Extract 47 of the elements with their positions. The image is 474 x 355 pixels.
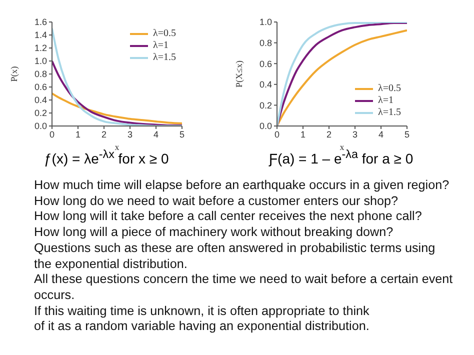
y-tick-label: 0.0: [259, 121, 272, 132]
x-tick-label: 1: [75, 129, 81, 140]
y-tick-label: 0.2: [34, 108, 47, 118]
x-tick-label: 2: [326, 129, 332, 140]
x-tick-label: 3: [352, 129, 358, 140]
legend-label: λ=1.5: [153, 52, 176, 64]
text: How long do we need to wait before a customer enters our shop?: [34, 194, 400, 210]
x-tick-label: 0: [274, 129, 280, 140]
y-tick-label: 1.6: [34, 17, 47, 28]
y-tick-label: 0.6: [259, 58, 272, 69]
text: of it as a random variable having an exponential distribution.: [34, 319, 370, 336]
text: How much time will elapse before an earthquake occurs in a given region?: [34, 178, 450, 194]
x-tick-label: 4: [378, 129, 384, 140]
x-tick-label: 3: [127, 129, 133, 140]
y-axis-title: P(X≤x): [234, 60, 244, 88]
x-tick-label: 5: [404, 129, 410, 140]
text: How long will a piece of machinery work without breaking down?: [34, 225, 394, 241]
x-tick-label: 1: [300, 129, 306, 140]
x-tick-label: 4: [153, 129, 159, 140]
y-tick-label: 1.0: [259, 17, 272, 28]
y-tick-label: 0.8: [34, 69, 47, 80]
legend-label: λ=1: [378, 95, 394, 107]
text: the exponential distribution.: [34, 256, 188, 272]
y-tick-label: 1.0: [34, 56, 47, 66]
legend-label: λ=0.5: [153, 28, 176, 40]
text: All these questions concern the time we need to wait before a certain event: [34, 272, 454, 288]
y-tick-label: 0.0: [34, 121, 47, 132]
x-tick-label: 0: [49, 129, 55, 140]
x-axis-title: x: [114, 142, 120, 152]
y-tick-label: 0.6: [34, 82, 47, 92]
y-tick-label: 0.2: [259, 100, 272, 110]
text: Questions such as these are often answered in probabilistic terms using: [34, 240, 436, 257]
y-tick-label: 1.2: [34, 43, 47, 54]
text: How long will it take before a call center receives the next phone call?: [34, 209, 423, 226]
x-tick-label: 2: [101, 129, 107, 140]
x-axis-title: x: [340, 142, 345, 152]
y-tick-label: 0.8: [259, 38, 272, 48]
text: If this waiting time is unknown, it is often appropriate to think: [34, 304, 370, 320]
x-tick-label: 5: [179, 129, 185, 140]
y-axis-title: P(x): [9, 66, 20, 82]
y-tick-label: 0.4: [34, 95, 47, 106]
y-tick-label: 0.4: [259, 80, 272, 90]
legend-label: λ=1: [153, 40, 168, 52]
text: occurs.: [34, 288, 76, 304]
legend-label: λ=0.5: [378, 83, 401, 95]
y-tick-label: 1.4: [34, 30, 47, 40]
legend-label: λ=1.5: [378, 107, 401, 119]
